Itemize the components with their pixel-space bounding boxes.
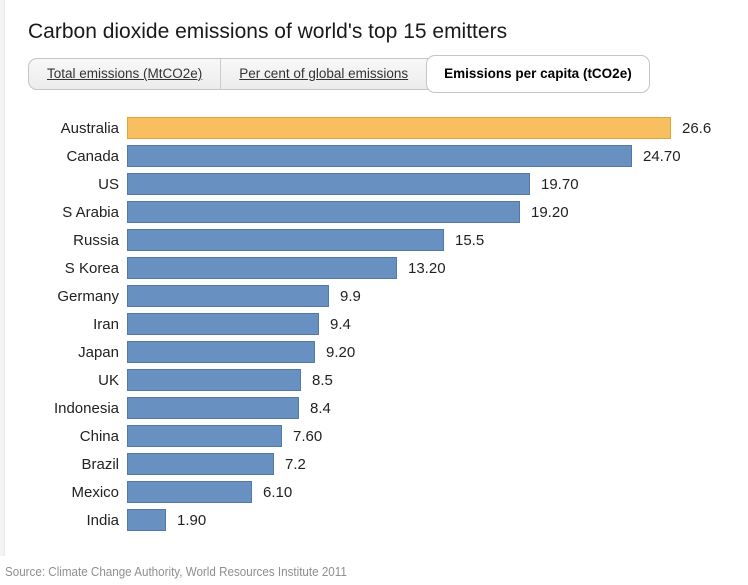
value-label: 6.10 — [263, 483, 293, 501]
chart-row: S Korea 13.20 — [28, 254, 748, 282]
category-label: Iran — [93, 315, 119, 333]
category-label: S Korea — [64, 259, 119, 277]
category-label: China — [79, 427, 119, 445]
category-label: Japan — [78, 343, 119, 361]
tab-total-emissions[interactable]: Total emissions (MtCO2e) — [47, 66, 203, 81]
bar[interactable] — [127, 313, 319, 335]
chart-row: Brazil 7.2 — [28, 450, 748, 478]
chart-row: Indonesia 8.4 — [28, 394, 748, 422]
value-label: 1.90 — [177, 511, 207, 529]
chart-row: Iran 9.4 — [28, 310, 748, 338]
value-label: 15.5 — [455, 231, 485, 249]
chart-row: Russia 15.5 — [28, 226, 748, 254]
value-label: 24.70 — [643, 147, 681, 165]
category-label: Canada — [66, 147, 119, 165]
value-label: 9.9 — [340, 287, 361, 305]
bar[interactable] — [127, 453, 274, 475]
tab-emissions-per-capita[interactable]: Emissions per capita (tCO2e) — [426, 55, 650, 93]
chart-row: S Arabia 19.20 — [28, 198, 748, 226]
chart-row: Japan 9.20 — [28, 338, 748, 366]
category-label: India — [86, 511, 119, 529]
chart-panel: Carbon dioxide emissions of world's top … — [28, 20, 748, 534]
bar[interactable] — [127, 285, 329, 307]
chart-row: UK 8.5 — [28, 366, 748, 394]
bar-highlighted[interactable] — [127, 117, 671, 139]
category-label: S Arabia — [62, 203, 119, 221]
category-label: US — [98, 175, 119, 193]
category-label: Brazil — [81, 455, 119, 473]
bar[interactable] — [127, 201, 520, 223]
value-label: 9.20 — [326, 343, 356, 361]
value-label: 26.6 — [682, 119, 712, 137]
category-label: Germany — [57, 287, 119, 305]
tab-bar: Total emissions (MtCO2e) Per cent of glo… — [28, 55, 650, 93]
bar[interactable] — [127, 425, 282, 447]
value-label: 8.5 — [312, 371, 333, 389]
category-label: Australia — [60, 119, 119, 137]
left-edge-strip — [0, 0, 5, 556]
chart-row: China 7.60 — [28, 422, 748, 450]
bar[interactable] — [127, 481, 252, 503]
value-label: 19.20 — [531, 203, 569, 221]
bar[interactable] — [127, 257, 397, 279]
chart-row: Canada 24.70 — [28, 142, 748, 170]
value-label: 19.70 — [541, 175, 579, 193]
chart-row: Germany 9.9 — [28, 282, 748, 310]
chart-row: Australia 26.6 — [28, 114, 748, 142]
bar[interactable] — [127, 173, 530, 195]
bar[interactable] — [127, 341, 315, 363]
chart-title: Carbon dioxide emissions of world's top … — [28, 20, 508, 43]
category-label: Russia — [73, 231, 119, 249]
category-label: Indonesia — [53, 399, 119, 417]
chart-row: Mexico 6.10 — [28, 478, 748, 506]
chart-row: India 1.90 — [28, 506, 748, 534]
value-label: 9.4 — [330, 315, 351, 333]
bar[interactable] — [127, 369, 301, 391]
category-label: Mexico — [71, 483, 119, 501]
value-label: 13.20 — [408, 259, 446, 277]
tab-percent-of-global-emissions[interactable]: Per cent of global emissions — [220, 59, 426, 89]
value-label: 7.60 — [293, 427, 323, 445]
bar[interactable] — [127, 509, 166, 531]
value-label: 8.4 — [310, 399, 331, 417]
bar[interactable] — [127, 145, 632, 167]
bar-chart: Australia 26.6 Canada 24.70 US 19.70 S Arabia 1… — [28, 114, 748, 534]
chart-row: US 19.70 — [28, 170, 748, 198]
bar[interactable] — [127, 397, 299, 419]
source-note: Source: Climate Change Authority, World … — [5, 565, 347, 579]
value-label: 7.2 — [285, 455, 306, 473]
bar[interactable] — [127, 229, 444, 251]
category-label: UK — [98, 371, 119, 389]
